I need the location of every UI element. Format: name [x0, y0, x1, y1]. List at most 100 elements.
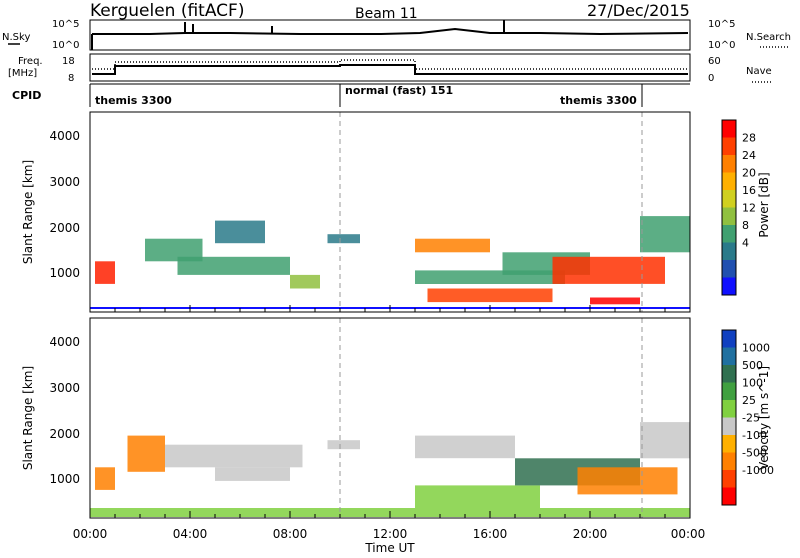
power-colorbar-tick: 28 [742, 132, 756, 145]
noise-sky-line [92, 27, 689, 36]
velocity-region [415, 435, 515, 459]
nave-label: Nave [746, 66, 772, 77]
noise-right-tick-bottom: 10^0 [708, 40, 735, 51]
power-region [552, 256, 665, 284]
power-ytick: 4000 [49, 129, 80, 143]
velocity-region [215, 467, 290, 481]
velocity-region [127, 435, 165, 472]
nave-tick-top: 60 [708, 56, 721, 67]
power-region [640, 216, 690, 253]
power-ytick: 3000 [49, 175, 80, 189]
velocity-region [327, 440, 360, 450]
power-marks [95, 216, 690, 305]
power-colorbar-tick: 24 [742, 149, 756, 162]
power-region [590, 297, 640, 305]
velocity-panel: 4000 3000 2000 1000 Slant Range [km] 100… [21, 317, 774, 519]
freq-label-2: [MHz] [8, 68, 37, 79]
velocity-colorbar-tick: 1000 [742, 342, 770, 355]
power-region [215, 220, 265, 244]
noise-sky-label: N.Sky [2, 32, 30, 43]
x-tick-label: 20:00 [573, 527, 608, 541]
power-colorbar-swatch [722, 207, 736, 226]
power-ytick: 1000 [49, 266, 80, 280]
velocity-ylabel: Slant Range [km] [21, 366, 35, 470]
power-colorbar-swatch [722, 260, 736, 278]
velocity-colorbar-swatch [722, 400, 736, 418]
velocity-colorbar-tick: 500 [742, 359, 763, 372]
velocity-region [165, 444, 303, 468]
velocity-ytick: 1000 [49, 472, 80, 486]
power-region [177, 256, 290, 275]
power-colorbar-swatch [722, 225, 736, 243]
power-colorbar-swatch [722, 277, 736, 296]
cpid-label: CPID [12, 89, 41, 102]
x-tick-label: 16:00 [473, 527, 508, 541]
noise-right-tick-top: 10^5 [708, 19, 735, 30]
cpid-panel: CPID themis 3300 normal (fast) 151 themi… [12, 83, 690, 107]
noise-search-label: N.Search [746, 32, 791, 43]
velocity-colorbar-swatch [722, 365, 736, 383]
power-region [95, 261, 115, 284]
power-colorbar-swatch [722, 155, 736, 173]
x-tick-label: 12:00 [373, 527, 408, 541]
velocity-ytick: 3000 [49, 381, 80, 395]
power-colorbar-tick: 12 [742, 202, 756, 215]
velocity-ytick: 4000 [49, 335, 80, 349]
freq-frame [89, 53, 691, 82]
power-colorbar-swatch [722, 242, 736, 261]
x-tick-label: 04:00 [173, 527, 208, 541]
power-region [427, 288, 553, 303]
noise-panel: N.Sky 10^5 10^0 10^5 10^0 N.Search [2, 19, 791, 51]
velocity-region [95, 467, 115, 490]
power-colorbar-swatch [722, 120, 736, 138]
cpid-segment: themis 3300 [560, 94, 637, 107]
velocity-colorbar-tick: -100 [742, 429, 767, 442]
station-title: Kerguelen (fitACF) [90, 1, 244, 21]
velocity-colorbar-tick: -25 [742, 412, 760, 425]
power-colorbar-tick: 4 [742, 237, 749, 250]
velocity-colorbar-swatch [722, 435, 736, 453]
power-colorbar-tick: 20 [742, 167, 756, 180]
date-title: 27/Dec/2015 [587, 1, 690, 20]
power-panel: 4000 3000 2000 1000 Slant Range [km] 282… [21, 111, 771, 313]
velocity-colorbar-swatch [722, 330, 736, 348]
velocity-region [415, 485, 540, 508]
power-colorbar-tick: 8 [742, 219, 749, 232]
power-region [415, 238, 490, 253]
cpid-segment: themis 3300 [95, 94, 172, 107]
power-ylabel: Slant Range [km] [21, 160, 35, 264]
power-colorbar-swatch [722, 137, 736, 156]
power-colorbar-tick: 16 [742, 184, 756, 197]
velocity-colorbar-swatch [722, 487, 736, 506]
freq-label-1: Freq. [18, 56, 43, 67]
velocity-colorbar-swatch [722, 382, 736, 401]
noise-left-tick-bottom: 10^0 [52, 40, 79, 51]
power-colorbar: 28 24 20 16 12 8 4 [721, 119, 756, 296]
freq-line [92, 64, 688, 75]
power-region [145, 238, 203, 262]
x-tick-label: 00:00 [73, 527, 108, 541]
velocity-colorbar-label: Velocity [m s^-1] [757, 366, 771, 470]
power-ytick: 2000 [49, 221, 80, 235]
velocity-colorbar-swatch [722, 470, 736, 488]
velocity-colorbar-frame [721, 329, 737, 506]
velocity-region [577, 467, 678, 495]
power-colorbar-swatch [722, 190, 736, 208]
velocity-colorbar-swatch [722, 452, 736, 471]
nave-line [92, 59, 688, 70]
x-tick-label: 00:00 [671, 527, 706, 541]
power-colorbar-frame [721, 119, 737, 296]
noise-left-tick-top: 10^5 [52, 19, 79, 30]
nave-tick-bottom: 0 [708, 73, 714, 84]
noise-frame [89, 19, 691, 51]
beam-title: Beam 11 [355, 6, 418, 22]
cpid-segment: normal (fast) 151 [345, 84, 453, 97]
velocity-colorbar-swatch [722, 417, 736, 436]
x-axis-label: Time UT [364, 541, 415, 554]
x-tick-label: 08:00 [273, 527, 308, 541]
freq-panel: Freq. [MHz] 18 8 60 0 Nave [8, 53, 772, 84]
velocity-colorbar-tick: 25 [742, 394, 756, 407]
velocity-colorbar-tick: -500 [742, 447, 767, 460]
